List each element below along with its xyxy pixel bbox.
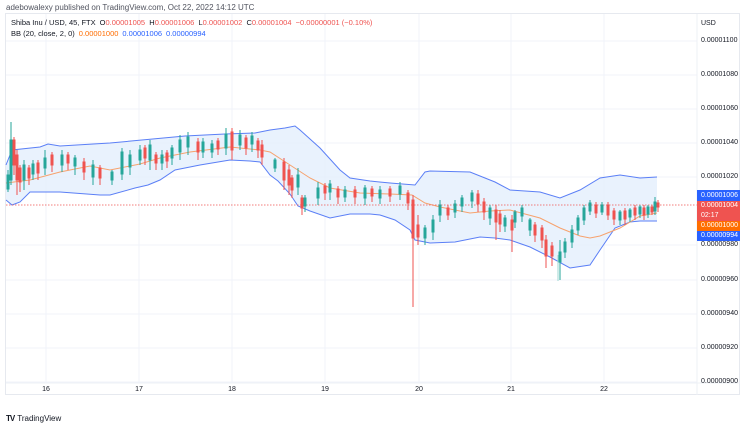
price-tick: 0.00000900 (701, 378, 738, 385)
bb-basis-badge: 0.00001000 (697, 221, 740, 231)
publish-line: adebowalexy published on TradingView.com… (6, 3, 255, 12)
bb-upper-value: 0.00001006 (122, 29, 163, 38)
symbol-label[interactable]: Shiba Inu / USD, 45, FTX (11, 18, 96, 27)
bb-legend-row: BB (20, close, 2, 0) 0.00001000 0.00001006… (11, 28, 376, 39)
brand-name: TradingView (17, 414, 62, 423)
price-tick: 0.00001080 (701, 71, 738, 78)
grid-lines (6, 14, 697, 383)
time-tick: 19 (321, 386, 329, 393)
time-tick: 18 (228, 386, 236, 393)
currency-unit: USD (701, 20, 716, 27)
price-tick: 0.00000960 (701, 276, 738, 283)
time-tick: 20 (415, 386, 423, 393)
bollinger-upper-band (5, 125, 658, 199)
time-tick: 21 (507, 386, 515, 393)
price-tick: 0.00001100 (701, 37, 738, 44)
candlesticks (6, 122, 660, 307)
bb-basis-value: 0.00001000 (78, 29, 119, 38)
tradingview-branding[interactable]: TV TradingView (6, 414, 61, 423)
price-tick: 0.00001040 (701, 139, 738, 146)
bollinger-band-fill (6, 126, 657, 268)
bollinger-basis-line (5, 146, 658, 239)
time-tick: 17 (135, 386, 143, 393)
tradingview-logo-icon: TV (6, 414, 15, 423)
bb-label[interactable]: BB (20, close, 2, 0) (11, 29, 75, 38)
ohlc-legend-row: Shiba Inu / USD, 45, FTX O0.00001005 H0.0… (11, 17, 376, 28)
last-price-badge: 0.00001004 02:17 (697, 201, 740, 221)
ohlc-values: O0.00001005 H0.00001006 L0.00001002 C0.0… (99, 18, 373, 27)
bar-countdown: 02:17 (701, 211, 719, 219)
bb-lower-value: 0.00000994 (166, 29, 206, 38)
price-tick: 0.00000940 (701, 310, 738, 317)
price-tick: 0.00000980 (701, 241, 738, 248)
price-tick: 0.00000920 (701, 344, 738, 351)
time-tick: 16 (42, 386, 50, 393)
bb-upper-badge: 0.00001006 (697, 190, 740, 201)
time-tick: 22 (600, 386, 608, 393)
chart-legend: Shiba Inu / USD, 45, FTX O0.00001005 H0.0… (11, 17, 376, 39)
bollinger-lower-band (5, 159, 657, 269)
price-tick: 0.00001060 (701, 105, 738, 112)
last-price-value: 0.00001004 (701, 202, 738, 209)
bb-lower-badge: 0.00000994 (697, 231, 740, 241)
price-tick: 0.00001020 (701, 173, 738, 180)
